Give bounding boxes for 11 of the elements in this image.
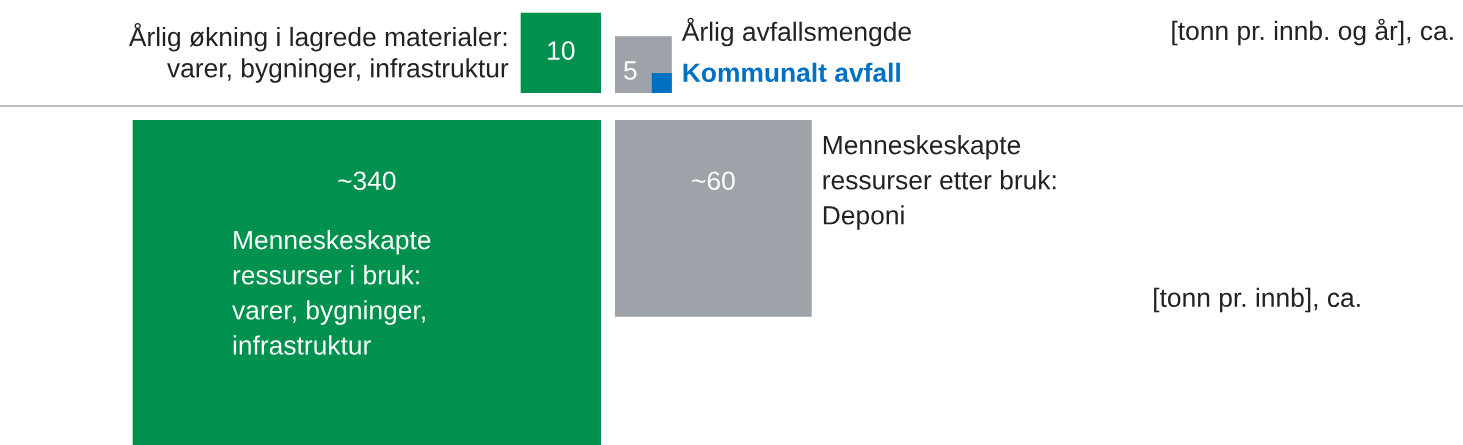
data-label: 5 — [624, 61, 637, 80]
category-label: Årlig avfallsmengde — [681, 17, 911, 47]
text: [tonn pr. innb. og år], ca. — [1172, 18, 1453, 46]
category-label: Menneskeskapte ressurser etter bruk: Deponi — [823, 135, 1056, 230]
category-label: Menneskeskapte ressurser i bruk: varer, bygninger, infrastruktur — [232, 230, 431, 355]
category-label: Årlig økning i lagrede materialer: varer, bygninger, infrastruktur — [128, 22, 509, 83]
text: Kommunalt avfall — [683, 62, 900, 83]
data-label: ~60 — [692, 171, 735, 191]
data-label: 10 — [548, 41, 575, 60]
data-label: ~340 — [338, 171, 396, 191]
text: [tonn pr. innb], ca. — [1154, 287, 1360, 313]
